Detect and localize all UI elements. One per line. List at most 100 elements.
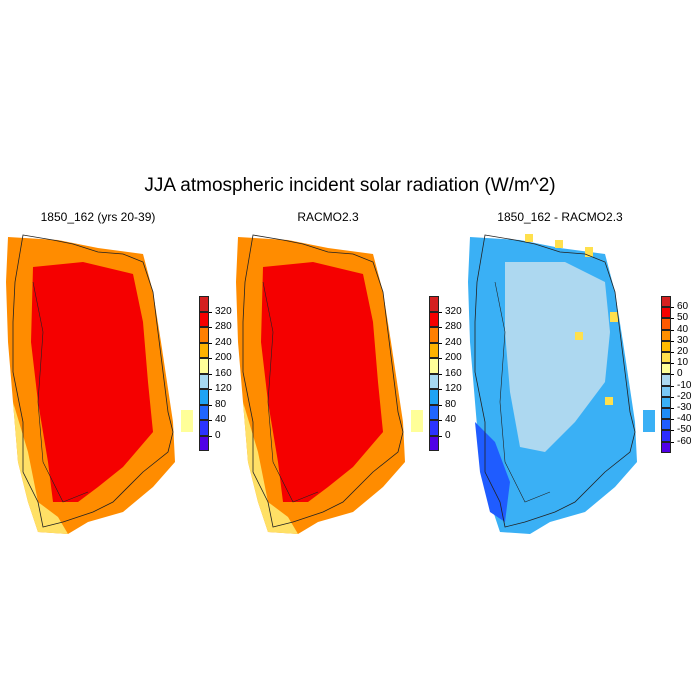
colorbar-tick	[671, 340, 674, 342]
colorbar-label: 280	[215, 321, 232, 332]
colorbar-label: 80	[445, 398, 457, 410]
colorbar-tick	[209, 404, 212, 406]
colorbar-swatch	[199, 296, 209, 312]
colorbar-swatch	[661, 296, 671, 308]
coastline	[12, 234, 174, 528]
greenland-map	[468, 234, 655, 534]
map-cells	[468, 234, 655, 534]
colorbar-label: 200	[215, 352, 232, 363]
colorbar-swatch	[661, 340, 671, 352]
map-cells	[6, 237, 193, 534]
colorbar-label: 40	[677, 323, 689, 335]
colorbar-swatch	[661, 441, 671, 453]
colorbar-tick	[439, 358, 442, 359]
colorbar-label: 30	[677, 334, 689, 346]
colorbar-label: 40	[445, 414, 457, 425]
map-cell	[555, 240, 563, 248]
colorbar-tick	[439, 311, 442, 313]
colorbar-label: 320	[445, 305, 462, 317]
colorbar-tick	[209, 358, 212, 359]
inner-region	[31, 262, 153, 502]
colorbar-swatch	[429, 404, 439, 420]
colorbar-tick	[439, 342, 442, 344]
colorbar-label: -60	[677, 435, 692, 447]
colorbar-swatch	[429, 373, 439, 389]
colorbar-swatch	[199, 420, 209, 436]
colorbar-swatch	[661, 307, 671, 319]
coastline	[242, 234, 404, 528]
colorbar-swatch	[429, 358, 439, 374]
colorbar-swatch	[661, 430, 671, 442]
colorbar-swatch	[661, 385, 671, 397]
colorbar-tick	[439, 420, 442, 421]
colorbar-tick	[671, 419, 674, 421]
colorbar-label: 160	[445, 367, 462, 379]
colorbar-swatch	[661, 352, 671, 364]
colorbar-label: 200	[445, 352, 462, 363]
colorbar-label: 40	[215, 414, 227, 425]
colorbar-tick	[439, 389, 442, 390]
colorbar-swatch	[429, 342, 439, 358]
edge-region	[13, 402, 68, 534]
inner-region	[505, 262, 610, 452]
colorbar-label: 80	[215, 398, 227, 410]
colorbar-tick	[439, 327, 442, 328]
colorbar-tick	[671, 329, 674, 331]
map-cell	[411, 410, 423, 432]
map-cells	[236, 237, 423, 534]
colorbar-tick	[209, 311, 212, 313]
colorbar-tick	[671, 307, 674, 309]
map-cell	[575, 332, 583, 340]
colorbar-swatch	[661, 408, 671, 420]
colorbar-label: 0	[677, 368, 683, 380]
colorbar-swatch	[199, 404, 209, 420]
south-region	[475, 422, 510, 522]
map-cell	[605, 397, 613, 405]
colorbar-label: 10	[677, 357, 689, 369]
figure-title: JJA atmospheric incident solar radiation…	[144, 175, 556, 196]
colorbar-label: -20	[677, 390, 692, 402]
colorbar-label: 0	[445, 429, 451, 441]
colorbar-swatch	[429, 311, 439, 327]
colorbar-tick	[671, 441, 674, 443]
colorbar-swatch	[429, 296, 439, 312]
colorbar-tick	[671, 430, 674, 432]
colorbar-swatch	[661, 374, 671, 386]
panel-title: 1850_162 - RACMO2.3	[497, 210, 623, 224]
colorbar-tick	[671, 408, 674, 409]
colorbar-swatch	[661, 396, 671, 408]
colorbar-swatch	[661, 363, 671, 375]
colorbar-tick	[671, 363, 674, 365]
edge-region	[243, 402, 298, 534]
coastline-inland	[262, 281, 319, 503]
colorbar-tick	[209, 342, 212, 344]
colorbar-swatch	[429, 435, 439, 451]
panel-title: RACMO2.3	[297, 210, 359, 224]
colorbar-swatch	[429, 327, 439, 343]
colorbar-label: 50	[677, 312, 689, 324]
colorbar-swatch	[199, 435, 209, 451]
colorbar-label: -50	[677, 424, 692, 436]
colorbar-swatch	[661, 329, 671, 341]
colorbar-label: -40	[677, 413, 692, 425]
panel-racmo: RACMO2.3 320 280 240 200 160 120 80 40 0	[233, 210, 462, 540]
greenland-map	[236, 234, 423, 534]
colorbar-swatch	[661, 318, 671, 330]
coastline	[474, 234, 636, 528]
colorbar-tick	[671, 374, 674, 376]
colorbar-swatch	[199, 311, 209, 327]
colorbar-swatch	[199, 358, 209, 374]
coastline-inland	[494, 281, 551, 503]
colorbar-tick	[209, 389, 212, 390]
colorbar-swatch	[429, 420, 439, 436]
coastline-inland	[32, 281, 89, 503]
colorbar-label: 160	[215, 367, 232, 379]
colorbar-label: 0	[215, 429, 221, 441]
colorbar-swatch	[199, 389, 209, 405]
colorbar-swatch	[661, 419, 671, 431]
map-cell	[585, 247, 593, 257]
colorbar-tick	[209, 420, 212, 421]
colorbar-tick	[209, 373, 212, 375]
panel-title: 1850_162 (yrs 20-39)	[40, 210, 156, 224]
map-cell	[610, 312, 618, 322]
